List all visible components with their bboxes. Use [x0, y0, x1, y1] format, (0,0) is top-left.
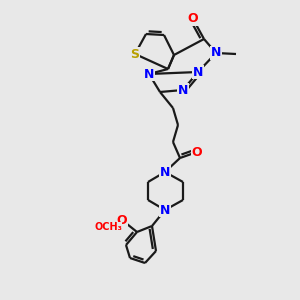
Text: S: S — [130, 47, 140, 61]
Text: OCH₃: OCH₃ — [94, 222, 122, 232]
Text: O: O — [117, 214, 127, 226]
Text: N: N — [144, 68, 154, 80]
Text: N: N — [160, 203, 170, 217]
Text: N: N — [211, 46, 221, 59]
Text: N: N — [160, 166, 170, 178]
Text: N: N — [193, 65, 203, 79]
Text: N: N — [178, 83, 188, 97]
Text: O: O — [188, 13, 198, 26]
Text: O: O — [192, 146, 202, 158]
